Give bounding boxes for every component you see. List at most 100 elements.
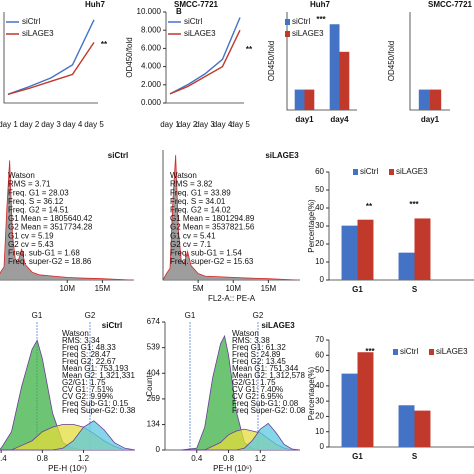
y-tick-label: 30 — [315, 221, 324, 230]
x-tick-label: day 3 — [41, 120, 61, 129]
bar — [414, 218, 431, 280]
x-tick-label: 0.4 — [191, 454, 203, 463]
panel-label: B — [176, 7, 182, 16]
line — [7, 19, 95, 95]
x-axis-label: PE-H (10⁶) — [213, 464, 252, 473]
chart-title: siLAGE3 — [265, 151, 299, 160]
bar — [339, 51, 350, 110]
stat-line: Freq. super-G2 = 18.86 — [8, 257, 92, 266]
histogram-area — [0, 420, 136, 451]
x-tick-label: 15M — [261, 284, 277, 293]
stat-line: CV G2: 6.95% — [232, 392, 283, 401]
stat-line: Mean G2: 1,312,578 — [232, 371, 305, 380]
y-tick-label: 404 — [147, 368, 161, 377]
y-axis-label: Percentage(%) — [307, 366, 316, 420]
y-tick-label: 0.000 — [141, 98, 162, 107]
bar — [430, 89, 442, 110]
y-tick-label: 539 — [147, 343, 161, 352]
stat-line: Freq. G1 = 28.03 — [8, 188, 69, 197]
x-tick-label: day 2 — [178, 120, 198, 129]
stat-line: Freq Super-G2: 0.08 — [232, 406, 306, 415]
x-tick-label: 15M — [95, 284, 111, 293]
stat-line: G2/G1: 1.75 — [62, 378, 106, 387]
bar — [341, 225, 358, 280]
chart-title: siLAGE3 — [261, 321, 295, 330]
x-tick-label: G1 — [352, 285, 363, 294]
legend-swatch — [353, 169, 358, 175]
y-axis-label: OD450/fold — [387, 41, 396, 81]
stat-line: Watson — [232, 329, 259, 338]
stat-line: Freq Super-G2: 0.38 — [62, 406, 136, 415]
stat-line: G2 cv = 5.43 — [8, 240, 54, 249]
x-tick-label: 10M — [59, 284, 75, 293]
y-tick-label: 60 — [315, 350, 324, 359]
x-tick-label: day 3 — [195, 120, 215, 129]
legend-label: siCtrl — [360, 167, 378, 176]
legend-label: siLAGE3 — [292, 29, 324, 38]
y-tick-label: 50 — [315, 366, 324, 375]
line — [7, 41, 95, 96]
line — [169, 17, 241, 95]
x-tick-label: 10M — [225, 284, 241, 293]
bar — [294, 89, 305, 110]
stat-line: RMS: 3.34 — [62, 336, 100, 345]
y-tick-label: 134 — [147, 420, 161, 429]
x-tick-label: G1 — [352, 452, 363, 461]
x-tick-label: day 4 — [63, 120, 83, 129]
stat-line: Freq G2: 22.67 — [62, 357, 116, 366]
y-tick-label: 0 — [320, 275, 325, 284]
significance: *** — [365, 347, 375, 356]
significance: ** — [101, 40, 108, 49]
x-tick-label: 1.2 — [78, 454, 90, 463]
y-tick-label: 70 — [315, 335, 324, 344]
x-tick-label: 0.8 — [223, 454, 235, 463]
chart-title: SMCC-7721 — [428, 0, 473, 9]
x-tick-label: day1 — [295, 115, 314, 124]
y-tick-label: 4.000 — [141, 62, 162, 71]
legend-swatch — [429, 349, 434, 355]
significance: ** — [246, 45, 253, 54]
stat-line: Freq S: 28.47 — [62, 350, 111, 359]
stat-line: RMS: 3.38 — [232, 336, 270, 345]
bar — [341, 373, 358, 447]
y-tick-label: 10 — [315, 257, 324, 266]
y-tick-label: 0 — [156, 445, 161, 454]
bar — [398, 252, 415, 280]
x-tick-label: 0.4 — [0, 454, 7, 463]
stat-line: Watson — [170, 171, 197, 180]
x-tick-label: 0.8 — [37, 454, 49, 463]
legend-swatch — [389, 169, 394, 175]
histogram-area — [162, 155, 297, 281]
stat-line: Freq G1: 61.32 — [232, 343, 286, 352]
stat-line: Mean G2: 1,321,331 — [62, 371, 135, 380]
x-tick-label: day4 — [330, 115, 349, 124]
x-tick-label: S — [412, 452, 418, 461]
x-tick-label: day 1 — [160, 120, 180, 129]
significance: ** — [366, 202, 373, 211]
histogram-area — [180, 422, 301, 451]
stat-line: G1 Mean = 1805640.42 — [8, 214, 93, 223]
chart-title: siCtrl — [108, 151, 128, 160]
y-tick-label: 30 — [315, 396, 324, 405]
stat-line: Freq Sub-G1: 0.08 — [232, 399, 299, 408]
stat-line: Freq. S = 34.01 — [170, 197, 226, 206]
legend-label: siCtrl — [400, 347, 418, 356]
stat-line: G2/G1: 1.75 — [232, 378, 276, 387]
y-tick-label: 674 — [147, 317, 161, 326]
x-tick-label: S — [412, 285, 418, 294]
chart-title: Huh7 — [310, 0, 331, 9]
y-axis-label: OD450/fold — [125, 37, 134, 77]
stat-line: G1 cv = 5.19 — [8, 231, 54, 240]
stat-line: Mean G1: 753,193 — [62, 364, 129, 373]
x-tick-label: day1 — [421, 115, 440, 124]
stat-line: Freq. G2 = 14.02 — [170, 206, 231, 215]
y-tick-label: 40 — [315, 381, 324, 390]
y-tick-label: 50 — [315, 185, 324, 194]
legend-swatch — [285, 31, 290, 37]
y-tick-label: 269 — [147, 394, 161, 403]
y-tick-label: 10 — [315, 427, 324, 436]
y-tick-label: 6.000 — [141, 44, 162, 53]
chart-title: siCtrl — [102, 321, 122, 330]
y-axis-label: Percentage(%) — [307, 199, 316, 253]
legend-swatch — [285, 19, 290, 25]
